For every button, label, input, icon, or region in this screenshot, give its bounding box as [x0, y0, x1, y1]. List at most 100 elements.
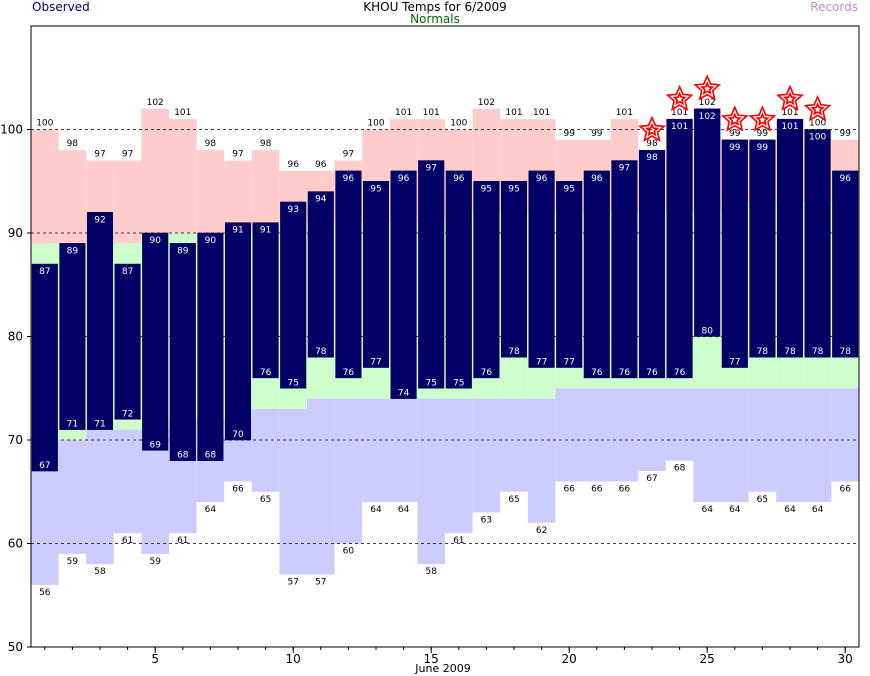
y-tick-label: 50 [8, 640, 23, 654]
record-low-band [776, 388, 804, 503]
record-low-label: 68 [674, 464, 686, 474]
observed-high-label: 89 [177, 246, 189, 256]
record-star-inner [724, 109, 745, 129]
record-high-band [169, 119, 197, 233]
record-low-band [693, 388, 721, 503]
observed-low-label: 76 [591, 368, 603, 378]
record-high-label: 100 [36, 119, 53, 129]
observed-low-label: 78 [757, 347, 769, 357]
record-low-band [86, 429, 114, 565]
record-high-label: 99 [757, 129, 769, 139]
record-high-label: 98 [67, 139, 79, 149]
record-low-label: 67 [646, 474, 657, 484]
record-low-label: 61 [177, 536, 188, 546]
record-low-band [113, 429, 142, 534]
observed-low-label: 78 [839, 347, 851, 357]
observed-high-label: 87 [122, 267, 133, 277]
record-high-label: 101 [505, 108, 522, 118]
observed-high-label: 96 [839, 174, 851, 184]
record-low-label: 64 [701, 505, 713, 515]
observed-high-label: 96 [398, 174, 410, 184]
record-low-label: 66 [839, 484, 851, 494]
chart-title: KHOU Temps for 6/2009 [363, 0, 507, 14]
record-low-band [527, 398, 556, 523]
observed-high-label: 96 [343, 174, 355, 184]
observed-high-label: 95 [481, 184, 492, 194]
y-tick-label: 70 [8, 433, 23, 447]
observed-bar [638, 149, 666, 379]
record-high-label: 100 [450, 119, 467, 129]
record-high-label: 97 [94, 150, 105, 160]
record-high-label: 98 [260, 139, 272, 149]
observed-bar [445, 170, 472, 389]
observed-high-label: 99 [757, 143, 769, 153]
record-high-label: 102 [699, 98, 716, 108]
y-tick-label: 90 [8, 226, 23, 240]
observed-bar [114, 263, 141, 420]
record-low-label: 65 [757, 495, 768, 505]
observed-high-label: 96 [591, 174, 603, 184]
x-axis-label: June 2009 [414, 662, 470, 675]
observed-low-label: 76 [343, 368, 355, 378]
record-low-label: 57 [315, 578, 326, 588]
record-high-label: 102 [478, 98, 495, 108]
record-high-label: 101 [533, 108, 550, 118]
observed-bar [473, 181, 500, 379]
record-low-band [803, 388, 832, 503]
record-high-band [251, 150, 280, 233]
observed-high-label: 91 [260, 226, 271, 236]
observed-bar [307, 191, 334, 358]
observed-bar [500, 181, 528, 358]
record-star-inner [642, 119, 662, 139]
record-star-inner [780, 88, 800, 108]
grid-layer [31, 129, 859, 544]
observed-low-label: 69 [149, 440, 161, 450]
observed-high-label: 96 [453, 174, 465, 184]
observed-low-label: 77 [729, 358, 740, 368]
observed-low-label: 77 [536, 358, 547, 368]
axes-layer: 50 60 70 80 90 100 5 10 15 20 25 30 [0, 123, 853, 667]
observed-low-label: 75 [287, 378, 298, 388]
record-high-label: 97 [122, 150, 133, 160]
record-low-band [583, 388, 611, 482]
observed-bar [197, 232, 224, 461]
record-high-label: 101 [671, 108, 688, 118]
record-low-label: 63 [481, 515, 492, 525]
observed-bar [583, 170, 610, 379]
record-low-band [665, 388, 694, 461]
observed-bar [335, 170, 362, 379]
record-low-band [334, 398, 363, 544]
observed-high-label: 101 [671, 122, 688, 132]
record-low-band [58, 440, 87, 554]
record-high-label: 102 [147, 98, 164, 108]
legend-observed: Observed [32, 0, 90, 14]
observed-high-label: 94 [315, 195, 327, 205]
record-high-label: 99 [563, 129, 575, 139]
record-high-label: 98 [205, 139, 217, 149]
record-low-band [389, 398, 418, 503]
observed-low-label: 78 [315, 347, 327, 357]
observed-high-label: 93 [287, 205, 298, 215]
x-tick-label: 20 [562, 652, 577, 666]
record-low-label: 64 [398, 505, 410, 515]
observed-bar [390, 170, 417, 399]
observed-bar [169, 243, 196, 461]
record-high-band [224, 160, 252, 233]
record-low-band [417, 398, 445, 565]
observed-bar [86, 212, 114, 430]
record-low-label: 59 [67, 557, 79, 567]
record-high-label: 96 [315, 160, 327, 170]
record-low-label: 60 [343, 547, 355, 557]
record-low-band [638, 388, 666, 472]
record-low-band [279, 408, 307, 575]
observed-high-label: 89 [67, 246, 79, 256]
x-tick-label: 25 [700, 652, 715, 666]
record-high-band [113, 160, 142, 244]
record-star-inner [807, 99, 828, 118]
observed-high-label: 99 [729, 143, 741, 153]
record-low-label: 65 [260, 495, 271, 505]
observed-low-label: 76 [646, 368, 658, 378]
observed-bar [418, 160, 445, 389]
record-high-label: 99 [839, 129, 851, 139]
record-low-label: 64 [729, 505, 741, 515]
